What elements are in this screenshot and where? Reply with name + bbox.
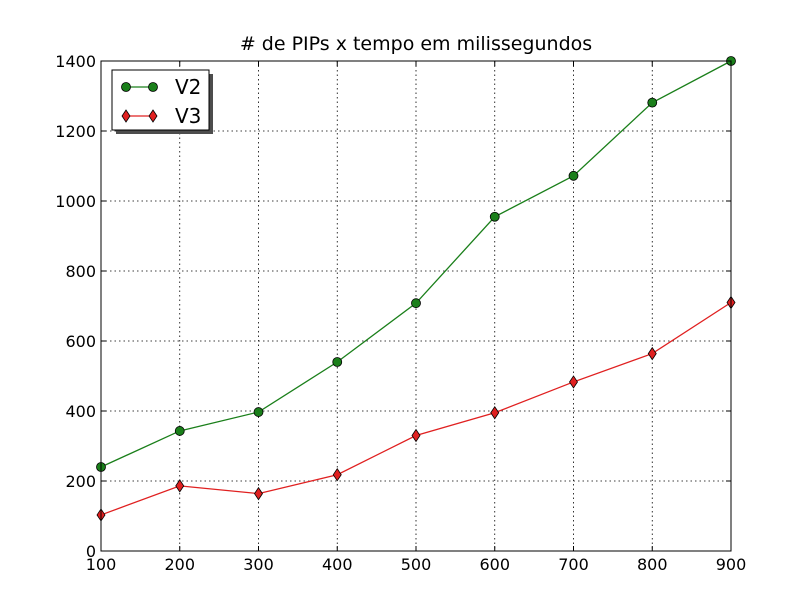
- y-tick-label: 400: [65, 402, 96, 421]
- y-tick-label: 0: [86, 542, 96, 561]
- data-point: [568, 170, 579, 181]
- y-tick-label: 600: [65, 332, 96, 351]
- grid: [101, 61, 731, 551]
- x-tick-label: 200: [164, 555, 195, 574]
- y-tick-label: 1400: [55, 52, 96, 71]
- legend-marker: [121, 109, 131, 123]
- legend-label: V2: [175, 75, 201, 99]
- data-point: [647, 97, 658, 108]
- data-point: [332, 467, 342, 482]
- data-point: [489, 211, 500, 222]
- x-tick-label: 700: [558, 555, 589, 574]
- data-point: [332, 357, 343, 367]
- legend-marker: [148, 82, 158, 92]
- y-tick-label: 1000: [55, 192, 96, 211]
- data-point: [569, 375, 578, 389]
- chart-title: # de PIPs x tempo em milissegundos: [240, 33, 592, 55]
- series-V2: [96, 56, 736, 472]
- x-tick-label: 900: [716, 555, 747, 574]
- data-point: [175, 479, 185, 493]
- y-tick-label: 800: [65, 262, 96, 281]
- data-point: [647, 346, 657, 361]
- y-tick-label: 200: [65, 472, 96, 491]
- data-point: [411, 298, 421, 309]
- x-tick-label: 300: [243, 555, 274, 574]
- legend-marker: [148, 109, 158, 123]
- x-tick-label: 500: [401, 555, 432, 574]
- y-tick-label: 1200: [55, 122, 96, 141]
- legend-box: [111, 69, 210, 131]
- x-tick-label: 600: [479, 555, 510, 574]
- legend-marker: [121, 82, 131, 92]
- data-point: [174, 426, 185, 436]
- x-tick-label: 800: [637, 555, 668, 574]
- data-point: [490, 406, 500, 420]
- x-tick-label: 400: [322, 555, 353, 574]
- series-layer: [96, 56, 736, 522]
- x-tick-label: 100: [86, 555, 117, 574]
- legend-label: V3: [175, 104, 201, 128]
- data-point: [411, 428, 421, 443]
- series-V3: [96, 295, 736, 522]
- data-point: [253, 407, 264, 417]
- data-point: [254, 486, 263, 501]
- axes: 100 200 300 400 500 600 700 800 900 0 200 400 600 800…: [55, 52, 746, 574]
